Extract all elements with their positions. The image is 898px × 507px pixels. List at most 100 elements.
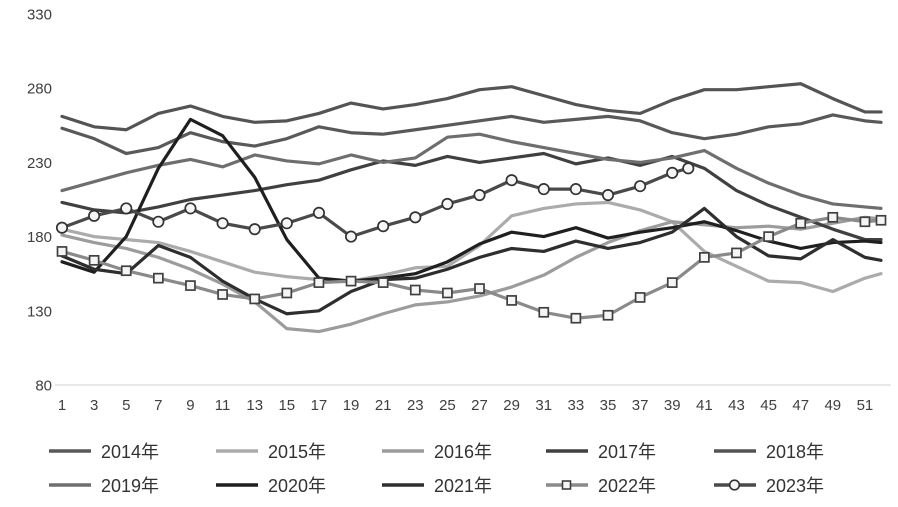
legend-label: 2018年 — [766, 442, 825, 462]
circle-marker — [312, 206, 325, 219]
x-tick-label: 1 — [58, 397, 66, 414]
x-tick-label: 45 — [760, 397, 777, 414]
square-marker — [570, 312, 582, 324]
x-tick-label: 23 — [407, 397, 424, 414]
square-marker — [634, 292, 646, 303]
legend-swatch-2015年 — [216, 449, 258, 453]
legend-row-1: 2014年 2015年 2016年 2017年 2018年 — [0, 440, 898, 462]
legend-swatch-2017年 — [546, 449, 588, 453]
y-tick-label: 80 — [35, 378, 52, 395]
square-marker — [859, 216, 871, 228]
circle-marker — [666, 166, 679, 179]
square-marker — [827, 211, 839, 223]
x-tick-label: 43 — [728, 397, 745, 414]
x-tick-label: 33 — [568, 397, 585, 414]
x-tick-label: 27 — [471, 397, 488, 414]
series-line — [60, 113, 883, 156]
circle-marker — [682, 162, 695, 175]
square-marker — [120, 265, 132, 277]
square-marker — [763, 231, 774, 242]
circle-marker — [216, 217, 229, 230]
series-2014年 — [60, 113, 883, 156]
square-marker — [795, 217, 807, 229]
y-axis-tick-labels: 330 280 230 180 130 80 — [27, 7, 52, 395]
square-marker — [602, 309, 614, 321]
legend-swatch-2019年 — [49, 483, 91, 487]
legend-item-2020年: 2020年 — [215, 474, 326, 496]
square-marker — [666, 277, 678, 288]
legend-label: 2017年 — [598, 442, 657, 462]
legend-swatch-2014年 — [49, 449, 91, 453]
square-marker — [538, 306, 550, 318]
square-marker — [249, 293, 261, 305]
x-tick-label: 19 — [343, 397, 360, 414]
legend-label: 2015年 — [268, 442, 327, 462]
legend-item-2015年: 2015年 — [215, 440, 326, 462]
x-tick-label: 13 — [246, 397, 263, 414]
x-tick-label: 25 — [439, 397, 456, 414]
legend-item-2016年: 2016年 — [381, 440, 492, 462]
circle-marker — [601, 188, 615, 202]
square-marker — [442, 287, 453, 299]
legend-item-2023年: 2023年 — [713, 474, 824, 496]
x-tick-label: 39 — [664, 397, 681, 414]
x-tick-label: 51 — [857, 397, 874, 414]
square-marker — [217, 289, 228, 300]
series-2023年 — [55, 162, 695, 243]
legend-swatch-2018年 — [714, 449, 756, 453]
x-tick-label: 15 — [278, 397, 295, 414]
y-tick-label: 180 — [27, 229, 52, 246]
square-marker — [153, 272, 164, 284]
legend-square-marker — [561, 480, 572, 490]
circle-marker — [280, 217, 293, 230]
series-2016年 — [60, 215, 883, 334]
x-tick-label: 21 — [375, 397, 392, 414]
circle-marker — [505, 174, 518, 187]
legend-swatch-2022年 — [546, 480, 588, 490]
legend-label: 2023年 — [766, 476, 825, 496]
circle-marker — [120, 202, 133, 215]
series-line — [60, 151, 883, 242]
series-line — [60, 117, 883, 283]
x-tick-label: 47 — [792, 397, 809, 414]
series-2017年 — [60, 151, 883, 242]
square-marker — [699, 252, 710, 263]
square-marker — [281, 287, 293, 299]
square-marker — [506, 295, 517, 306]
circle-marker — [537, 183, 550, 196]
legend-item-2022年: 2022年 — [545, 474, 656, 496]
circle-marker — [152, 215, 165, 228]
square-marker — [474, 283, 485, 294]
legend-label: 2014年 — [101, 442, 160, 462]
legend-swatch-2021年 — [382, 483, 424, 487]
x-tick-label: 29 — [503, 397, 520, 414]
x-tick-label: 35 — [600, 397, 617, 414]
square-marker — [377, 277, 389, 288]
square-marker — [56, 246, 68, 257]
square-marker — [185, 280, 196, 291]
x-tick-label: 49 — [824, 397, 841, 414]
square-marker — [313, 277, 325, 288]
legend-label: 2021年 — [434, 476, 493, 496]
x-tick-label: 37 — [632, 397, 649, 414]
circle-marker — [55, 221, 69, 234]
square-marker — [88, 254, 100, 266]
x-tick-label: 3 — [90, 397, 98, 414]
y-tick-label: 230 — [27, 155, 52, 172]
x-tick-label: 7 — [154, 397, 162, 414]
square-marker — [409, 284, 421, 296]
series-2020年 — [60, 117, 883, 283]
series-2019年 — [60, 132, 883, 211]
legend-label: 2020年 — [268, 476, 327, 496]
y-tick-label: 130 — [27, 303, 52, 320]
legend-swatch-2020年 — [216, 483, 258, 487]
x-tick-label: 9 — [186, 397, 194, 414]
series-line — [60, 82, 883, 132]
legend-label: 2019年 — [101, 476, 160, 496]
y-tick-label: 330 — [27, 7, 52, 24]
series-2022年 — [56, 211, 887, 324]
x-tick-label: 31 — [535, 397, 552, 414]
circle-marker — [248, 223, 261, 236]
